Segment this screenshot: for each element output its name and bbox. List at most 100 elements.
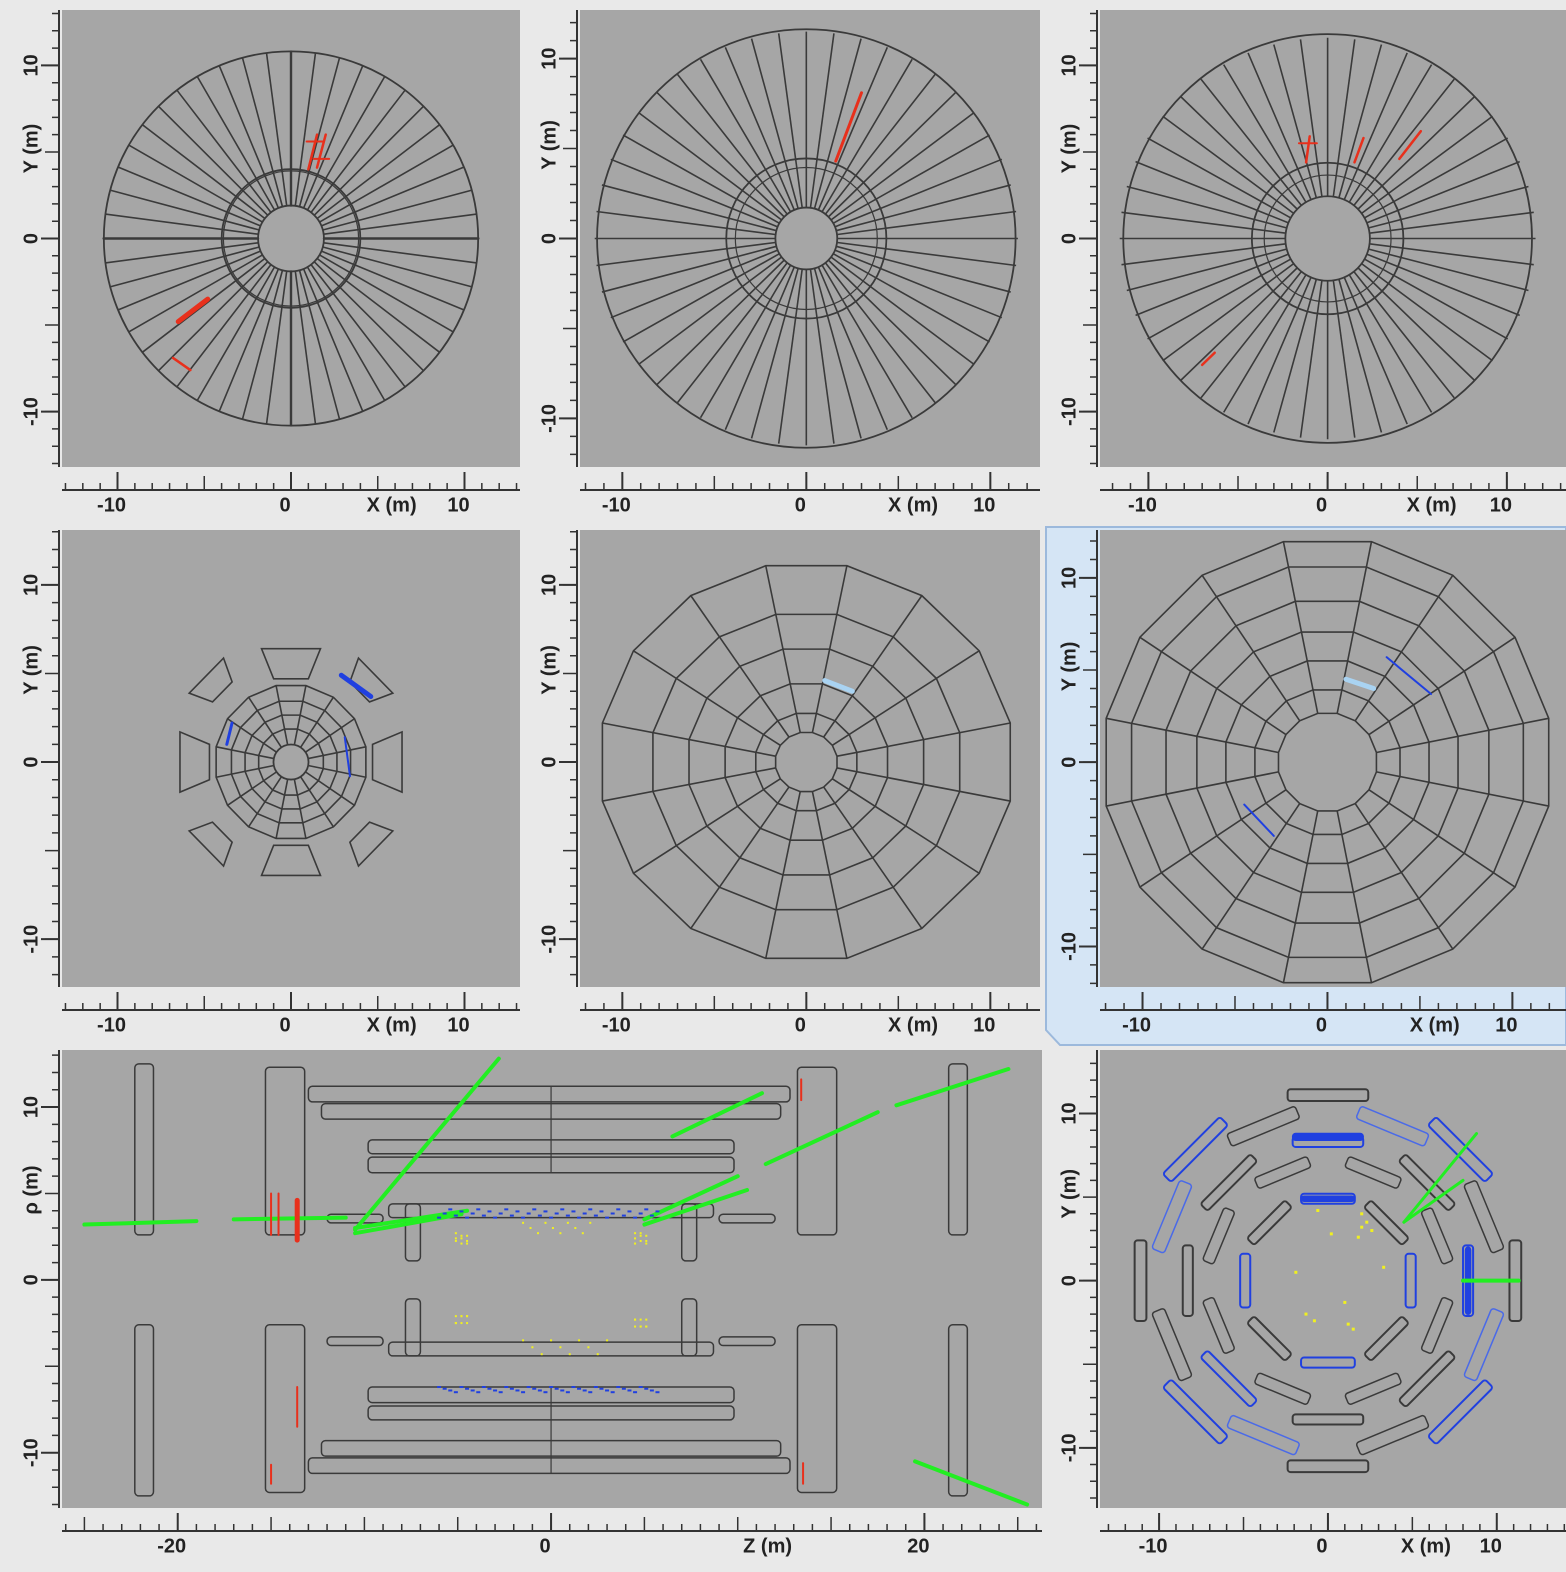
hit [527, 1386, 531, 1388]
y-axis-label: Y (m) [20, 124, 42, 174]
page: -10010-10010X (m)Y (m)-10010-10010X (m)Y… [0, 0, 1566, 1572]
x-tick-label: 0 [795, 494, 806, 516]
hit [571, 1386, 575, 1388]
y-tick-label: 10 [20, 54, 42, 76]
hit [515, 1210, 519, 1212]
hit [627, 1389, 631, 1391]
hit [522, 1339, 524, 1341]
hit [578, 1339, 580, 1341]
hit [1316, 1209, 1319, 1212]
panel: -10010-10010X (m)Y (m) [538, 530, 1040, 1036]
hit [471, 1389, 475, 1391]
hit [538, 1389, 542, 1391]
hit [460, 1322, 462, 1324]
x-axis-label: X (m) [888, 494, 938, 516]
hit [493, 1389, 497, 1391]
x-axis-label: X (m) [1410, 1014, 1460, 1036]
hit [465, 1217, 469, 1219]
x-tick-label: 20 [907, 1535, 929, 1557]
y-tick-label: 0 [1058, 757, 1080, 768]
muon-chamber [1293, 1134, 1364, 1141]
hit [515, 1389, 519, 1391]
hit [569, 1353, 571, 1355]
hit [437, 1217, 441, 1219]
hit [640, 1240, 642, 1242]
panel: -10010-10010X (m)Y (m) [538, 10, 1040, 516]
hit [454, 1215, 458, 1217]
hit [482, 1386, 486, 1388]
hit [471, 1212, 475, 1214]
hit [640, 1319, 642, 1321]
hit [640, 1326, 642, 1328]
hit [639, 1386, 643, 1388]
x-tick-label: 0 [540, 1535, 551, 1557]
x-tick-label: 0 [795, 1014, 806, 1036]
y-tick-label: -10 [1058, 397, 1080, 426]
hit [645, 1243, 647, 1245]
hit [655, 1391, 659, 1393]
plot-area [62, 530, 520, 987]
hit [476, 1208, 480, 1210]
x-tick-label: 10 [973, 494, 995, 516]
x-tick-label: 0 [279, 494, 290, 516]
x-tick-label: -10 [1139, 1535, 1168, 1557]
panel: -10010-10010X (m)Y (m) [1058, 530, 1566, 1036]
hit [567, 1222, 569, 1224]
hit [597, 1353, 599, 1355]
hit [634, 1326, 636, 1328]
x-tick-label: 10 [1490, 494, 1512, 516]
hit [460, 1235, 462, 1237]
hit [532, 1388, 536, 1390]
y-tick-label: 0 [538, 233, 560, 244]
hit [549, 1217, 553, 1219]
hit [566, 1391, 570, 1393]
hit [465, 1388, 469, 1390]
y-tick-label: -10 [20, 925, 42, 954]
hit [443, 1388, 447, 1390]
hit [633, 1217, 637, 1219]
hit [530, 1227, 532, 1229]
panel: -20020-10010Z (m)ρ (m) [20, 1050, 1042, 1557]
hit [448, 1208, 452, 1210]
x-tick-label: 10 [1480, 1535, 1502, 1557]
hit [1382, 1266, 1385, 1269]
hit [1365, 1221, 1368, 1224]
hit [634, 1319, 636, 1321]
hit [616, 1208, 620, 1210]
x-axis-label: X (m) [888, 1014, 938, 1036]
hit [583, 1389, 587, 1391]
hit [455, 1237, 457, 1239]
hit [522, 1222, 524, 1224]
hit [559, 1346, 561, 1348]
panel: -10010-10010X (m)Y (m) [20, 530, 520, 1036]
hit [1347, 1323, 1350, 1326]
hit [448, 1389, 452, 1391]
hit [504, 1386, 508, 1388]
y-axis-label: ρ (m) [20, 1165, 42, 1214]
hit [559, 1232, 561, 1234]
y-tick-label: 10 [538, 574, 560, 596]
x-axis-label: X (m) [367, 1014, 417, 1036]
hit [594, 1386, 598, 1388]
hit [588, 1391, 592, 1393]
y-axis-label: Y (m) [1058, 124, 1080, 174]
hit [560, 1389, 564, 1391]
hit [622, 1215, 626, 1217]
hit [549, 1386, 553, 1388]
x-tick-label: 10 [973, 1014, 995, 1036]
hit [541, 1353, 543, 1355]
hit [476, 1391, 480, 1393]
hit [634, 1232, 636, 1234]
hit [1294, 1271, 1297, 1274]
hit [645, 1240, 647, 1242]
hit [1352, 1328, 1355, 1331]
hit [543, 1391, 547, 1393]
y-tick-label: 0 [20, 756, 42, 767]
hit [527, 1212, 531, 1214]
hit [466, 1240, 468, 1242]
hit [482, 1215, 486, 1217]
hit [550, 1339, 552, 1341]
hit [599, 1388, 603, 1390]
y-tick-label: 0 [20, 233, 42, 244]
